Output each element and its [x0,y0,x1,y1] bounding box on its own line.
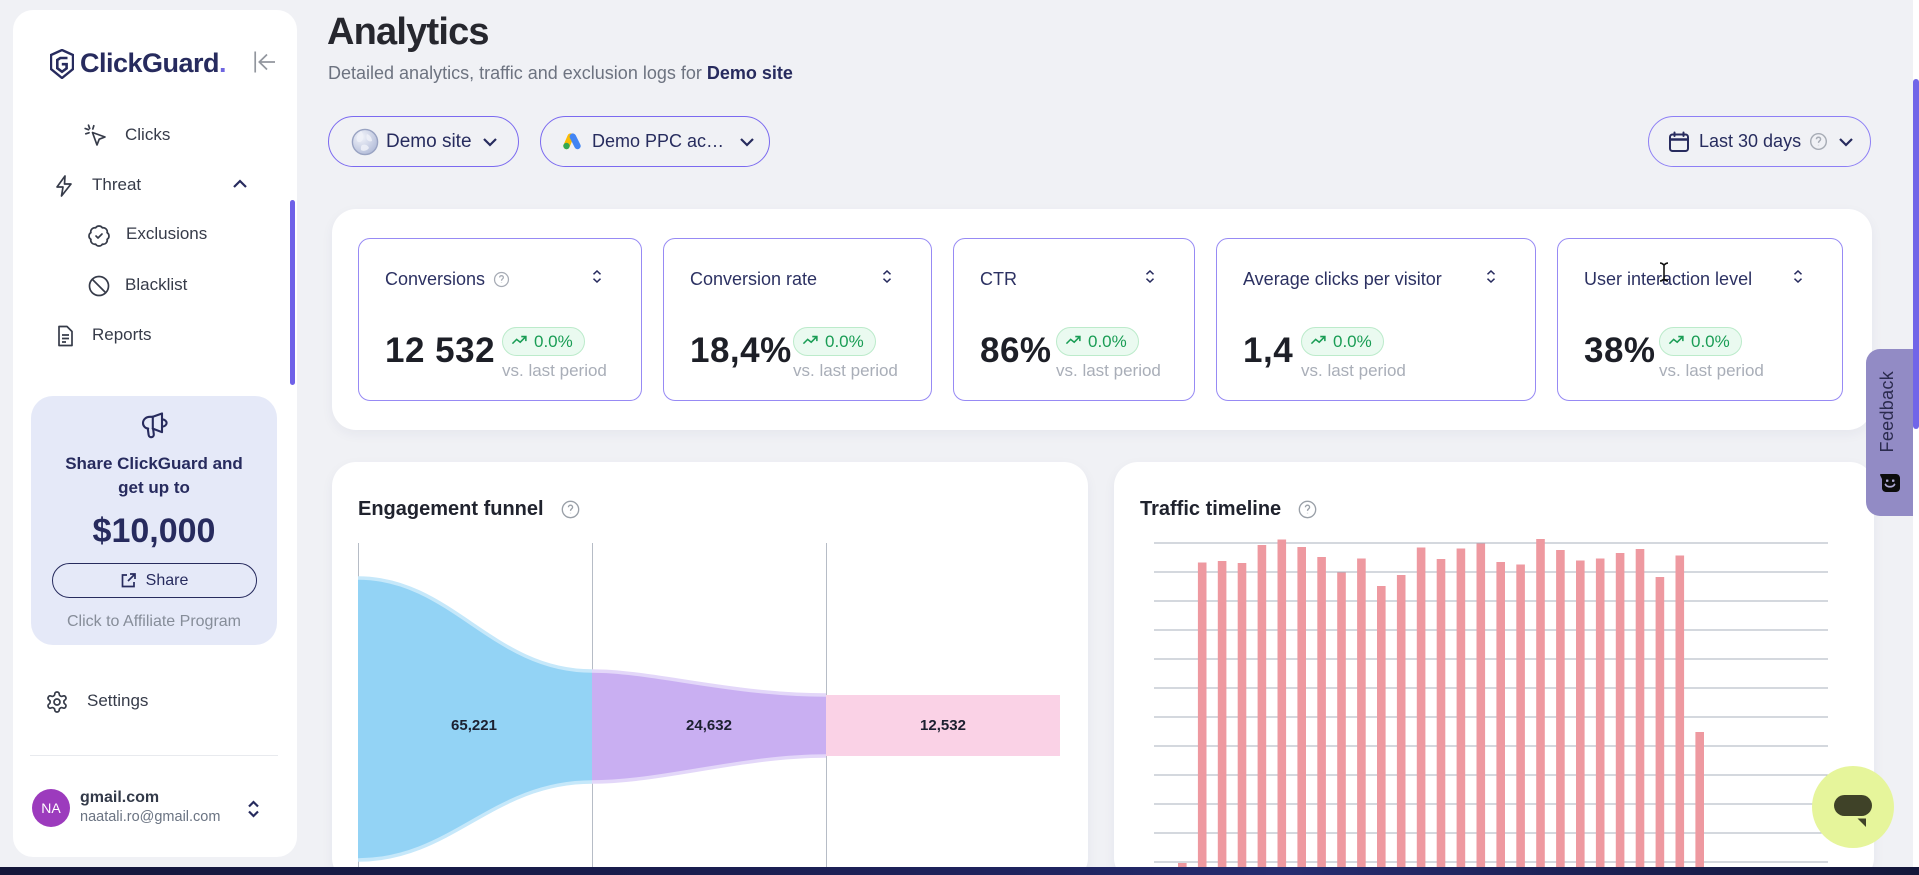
svg-text:65,221: 65,221 [451,717,497,734]
svg-text:12,532: 12,532 [920,717,966,734]
svg-text:24,632: 24,632 [686,717,732,734]
